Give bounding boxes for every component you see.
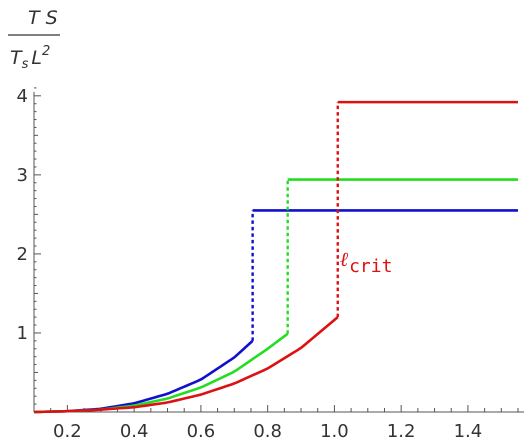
x-tick-label: 1.0: [320, 421, 349, 442]
l-crit-symbol: ℓ: [340, 247, 349, 271]
series-1: [33, 178, 518, 414]
x-tick-label: 0.6: [187, 421, 216, 442]
y-tick-label: 3: [17, 165, 28, 186]
l-crit-annotation: ℓcrit: [340, 247, 393, 277]
series-0: [33, 209, 518, 414]
y-tick-label: 2: [17, 244, 28, 265]
series-2: [33, 100, 518, 414]
x-tick-label: 1.2: [387, 421, 416, 442]
l-crit-subscript: crit: [349, 256, 392, 277]
series-layer: [33, 100, 518, 414]
series-1-curve: [33, 332, 289, 414]
y-axis-title: T S Ts L2: [8, 7, 60, 72]
series-0-curve: [33, 339, 254, 414]
x-tick-label: 0.2: [53, 421, 82, 442]
series-2-curve: [33, 316, 339, 414]
y-axis-title-denominator: Ts L2: [10, 44, 50, 72]
axes: 0.2 0.4 0.6 0.8 1.0 1.2 1.4 1 2 3 4: [17, 86, 524, 442]
y-tick-label: 4: [17, 86, 28, 107]
y-axis-title-numerator: T S: [28, 7, 58, 29]
x-tick-label: 0.4: [120, 421, 149, 442]
y-tick-label: 1: [17, 323, 28, 344]
x-tick-label: 1.4: [454, 421, 483, 442]
x-tick-label: 0.8: [253, 421, 282, 442]
